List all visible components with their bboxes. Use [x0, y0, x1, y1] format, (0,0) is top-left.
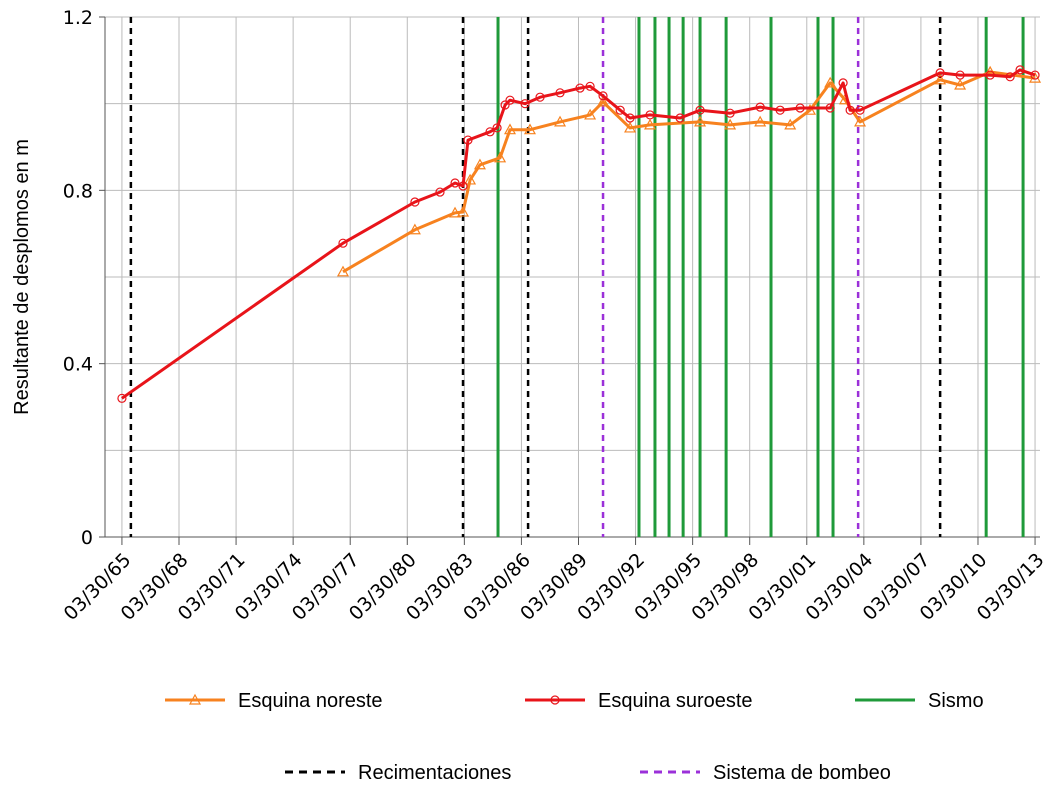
point-marker	[457, 205, 470, 217]
legend-marker	[550, 695, 560, 705]
legend-label: Recimentaciones	[358, 762, 511, 784]
point-marker	[500, 100, 510, 110]
legend-marker	[188, 693, 202, 705]
point-marker	[450, 178, 460, 188]
point-marker	[485, 127, 495, 137]
point-marker	[535, 92, 545, 102]
point-marker	[1015, 65, 1025, 75]
point-marker	[463, 135, 473, 145]
point-marker	[410, 197, 420, 207]
point-marker	[494, 151, 507, 163]
point-marker	[645, 110, 655, 120]
point-marker	[694, 115, 707, 127]
point-marker	[855, 105, 865, 115]
point-marker	[458, 181, 468, 191]
point-marker	[755, 102, 765, 112]
y-tick-label: 0.4	[63, 354, 93, 376]
point-marker	[1029, 71, 1042, 83]
point-marker	[954, 78, 967, 90]
point-marker	[492, 123, 502, 133]
point-marker	[838, 78, 848, 88]
point-marker	[824, 76, 837, 88]
point-marker	[854, 115, 867, 127]
series-line	[342, 70, 1036, 274]
point-marker	[1030, 70, 1040, 80]
point-marker	[520, 99, 530, 109]
point-marker	[784, 118, 797, 130]
point-marker	[754, 115, 767, 127]
point-marker	[675, 113, 685, 123]
point-marker	[775, 105, 785, 115]
point-marker	[825, 103, 835, 113]
point-marker	[644, 118, 657, 130]
point-marker	[554, 115, 567, 127]
legend-label: Sismo	[928, 690, 984, 712]
point-marker	[695, 105, 705, 115]
point-marker	[1005, 72, 1015, 82]
point-marker	[473, 158, 486, 170]
point-marker	[585, 81, 595, 91]
point-marker	[598, 91, 608, 101]
point-marker	[117, 393, 127, 403]
point-marker	[615, 105, 625, 115]
legend-label: Esquina suroeste	[598, 690, 753, 712]
point-marker	[584, 108, 597, 120]
point-marker	[408, 223, 421, 235]
y-tick-label: 0.8	[63, 180, 93, 202]
point-marker	[435, 187, 445, 197]
point-marker	[845, 105, 855, 115]
point-marker	[575, 83, 585, 93]
point-marker	[523, 123, 537, 135]
legend-label: Sistema de bombeo	[713, 762, 891, 784]
point-marker	[955, 70, 965, 80]
legend-label: Esquina noreste	[238, 690, 383, 712]
point-marker	[597, 95, 610, 107]
point-marker	[625, 113, 635, 123]
y-tick-label: 1.2	[63, 7, 93, 29]
y-tick-label: 0	[81, 527, 93, 549]
point-marker	[935, 68, 945, 78]
point-marker	[725, 108, 735, 118]
point-marker	[624, 121, 637, 133]
point-marker	[934, 73, 947, 85]
point-marker	[464, 173, 477, 185]
point-marker	[338, 238, 348, 248]
point-marker	[985, 70, 995, 80]
series-line	[121, 68, 1036, 400]
point-marker	[503, 123, 517, 135]
point-marker	[505, 95, 515, 105]
point-marker	[795, 103, 805, 113]
point-marker	[449, 206, 462, 218]
point-marker	[803, 103, 817, 115]
point-marker	[724, 118, 737, 130]
point-marker	[555, 88, 565, 98]
point-marker	[336, 265, 350, 277]
y-axis-label: Resultante de desplomos en m	[11, 139, 33, 415]
